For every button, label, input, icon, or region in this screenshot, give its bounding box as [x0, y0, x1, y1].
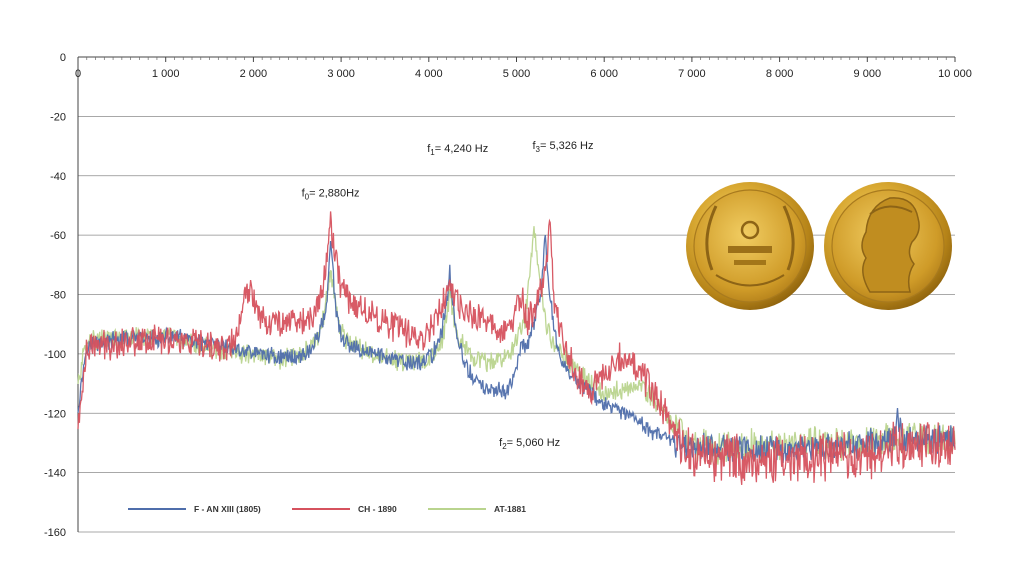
- x-tick-label: 7 000: [678, 68, 706, 80]
- y-tick-label: -100: [44, 349, 66, 361]
- legend-label: CH - 1890: [358, 504, 397, 514]
- legend: F - AN XIII (1805) CH - 1890 AT-1881: [128, 504, 526, 514]
- peak-annotation: f2= 5,060 Hz: [499, 437, 560, 451]
- x-tick-label: 10 000: [938, 68, 972, 80]
- y-tick-label: -160: [44, 527, 66, 539]
- coin-obverse-image: [824, 182, 952, 310]
- x-tick-label: 6 000: [590, 68, 618, 80]
- y-tick-label: -20: [50, 111, 66, 123]
- legend-label: F - AN XIII (1805): [194, 504, 261, 514]
- x-tick-label: 8 000: [766, 68, 794, 80]
- y-tick-label: -120: [44, 408, 66, 420]
- coin-reverse-image: [686, 182, 814, 310]
- series-layer: [77, 211, 956, 485]
- x-tick-label: 1 000: [152, 68, 180, 80]
- legend-label: AT-1881: [494, 504, 526, 514]
- x-tick-label: 2 000: [240, 68, 268, 80]
- series-line: [77, 211, 956, 485]
- x-tick-label: 9 000: [854, 68, 882, 80]
- x-tick-label: 4 000: [415, 68, 443, 80]
- y-tick-label: 0: [60, 52, 66, 64]
- peak-annotation: f3= 5,326 Hz: [532, 140, 593, 154]
- annotation-layer: f0= 2,880Hz f1= 4,240 Hz f3= 5,326 Hz f2= 5…: [302, 140, 594, 451]
- x-tick-label: 5 000: [503, 68, 531, 80]
- peak-annotation: f1= 4,240 Hz: [427, 143, 488, 157]
- axis-layer: 0 -20 -40 -60 -80 -100 -120 -140 -160 0 1 000 2 000…: [44, 52, 972, 539]
- x-tick-label: 0: [75, 68, 81, 80]
- peak-annotation: f0= 2,880Hz: [302, 188, 360, 202]
- y-tick-label: -80: [50, 290, 66, 302]
- series-line: [77, 234, 956, 464]
- grid-layer: [78, 115, 955, 533]
- y-tick-label: -40: [50, 171, 66, 183]
- x-tick-label: 3 000: [327, 68, 355, 80]
- y-tick-label: -60: [50, 230, 66, 242]
- y-tick-label: -140: [44, 468, 66, 480]
